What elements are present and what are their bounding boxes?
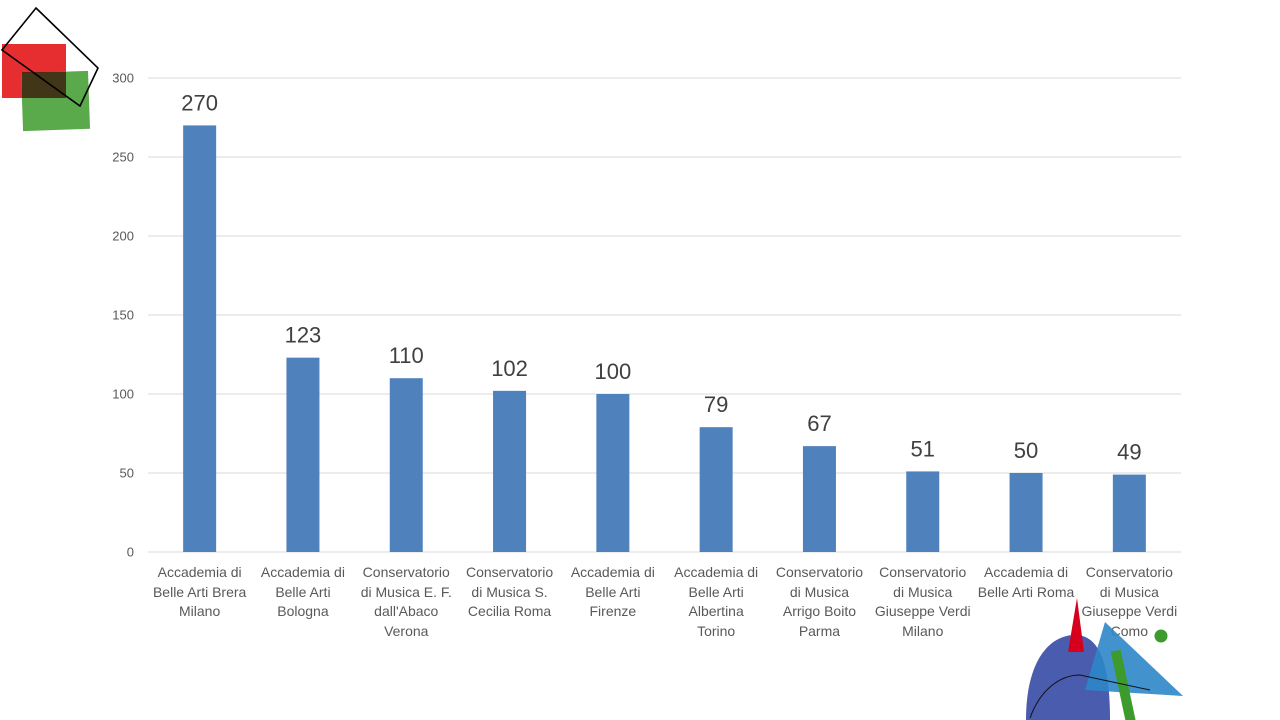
category-label: Conservatorio di Musica Arrigo Boito Par… bbox=[775, 564, 864, 639]
data-label: 100 bbox=[594, 359, 631, 384]
data-label: 50 bbox=[1014, 438, 1038, 463]
logo-green-dot bbox=[1154, 629, 1168, 643]
top-left-logo bbox=[0, 6, 99, 132]
bar bbox=[1112, 474, 1146, 552]
category-label: Accademia di Belle Arti Albertina Torino bbox=[674, 564, 759, 639]
bar bbox=[906, 471, 940, 552]
logo-red-spire bbox=[1068, 598, 1084, 652]
category-label: Conservatorio di Musica Giuseppe Verdi M… bbox=[874, 564, 971, 639]
category-label: Accademia di Belle Arti Roma bbox=[977, 564, 1075, 600]
category-label: Accademia di Belle Arti Firenze bbox=[570, 564, 655, 619]
y-tick-label: 50 bbox=[120, 466, 134, 481]
bar bbox=[699, 427, 733, 552]
bar bbox=[1009, 473, 1043, 552]
data-label: 123 bbox=[285, 323, 322, 348]
y-tick-label: 250 bbox=[112, 150, 134, 165]
logo-blue-dome bbox=[1026, 635, 1110, 720]
data-labels: 270 123 110 102 100 79 67 51 50 49 bbox=[181, 90, 1141, 464]
y-tick-label: 0 bbox=[127, 545, 134, 560]
data-label: 49 bbox=[1117, 440, 1141, 465]
y-tick-label: 200 bbox=[112, 229, 134, 244]
category-label: Conservatorio di Musica Giuseppe Verdi C… bbox=[1081, 564, 1178, 639]
gridlines bbox=[148, 77, 1181, 553]
logo-outline-diamond bbox=[0, 6, 99, 108]
bar bbox=[183, 125, 217, 553]
bar bbox=[493, 390, 527, 552]
bar bbox=[389, 378, 423, 552]
category-label: Conservatorio di Musica S. Cecilia Roma bbox=[465, 564, 554, 619]
data-label: 51 bbox=[911, 436, 935, 461]
data-label: 270 bbox=[181, 90, 218, 115]
data-label: 102 bbox=[491, 356, 528, 381]
data-label: 110 bbox=[389, 343, 424, 368]
category-label: Accademia di Belle Arti Brera Milano bbox=[152, 564, 247, 619]
data-label: 79 bbox=[704, 392, 728, 417]
data-label: 67 bbox=[807, 411, 831, 436]
bars bbox=[183, 125, 1146, 553]
y-tick-label: 150 bbox=[112, 308, 134, 323]
category-label: Conservatorio di Musica E. F. dall'Abaco… bbox=[360, 564, 452, 639]
y-axis-tick-labels: 0 50 100 150 200 250 300 bbox=[112, 71, 134, 560]
bar bbox=[286, 357, 320, 552]
logo-light-blue-sail bbox=[1085, 622, 1183, 696]
logo-green-bar bbox=[1110, 649, 1136, 720]
logo-outline-stroke bbox=[1029, 674, 1151, 719]
y-tick-label: 100 bbox=[112, 387, 134, 402]
category-label: Accademia di Belle Arti Bologna bbox=[260, 564, 345, 619]
bar bbox=[596, 394, 630, 552]
bar bbox=[802, 446, 836, 552]
y-tick-label: 300 bbox=[112, 71, 134, 86]
logo-overlap bbox=[22, 72, 66, 98]
